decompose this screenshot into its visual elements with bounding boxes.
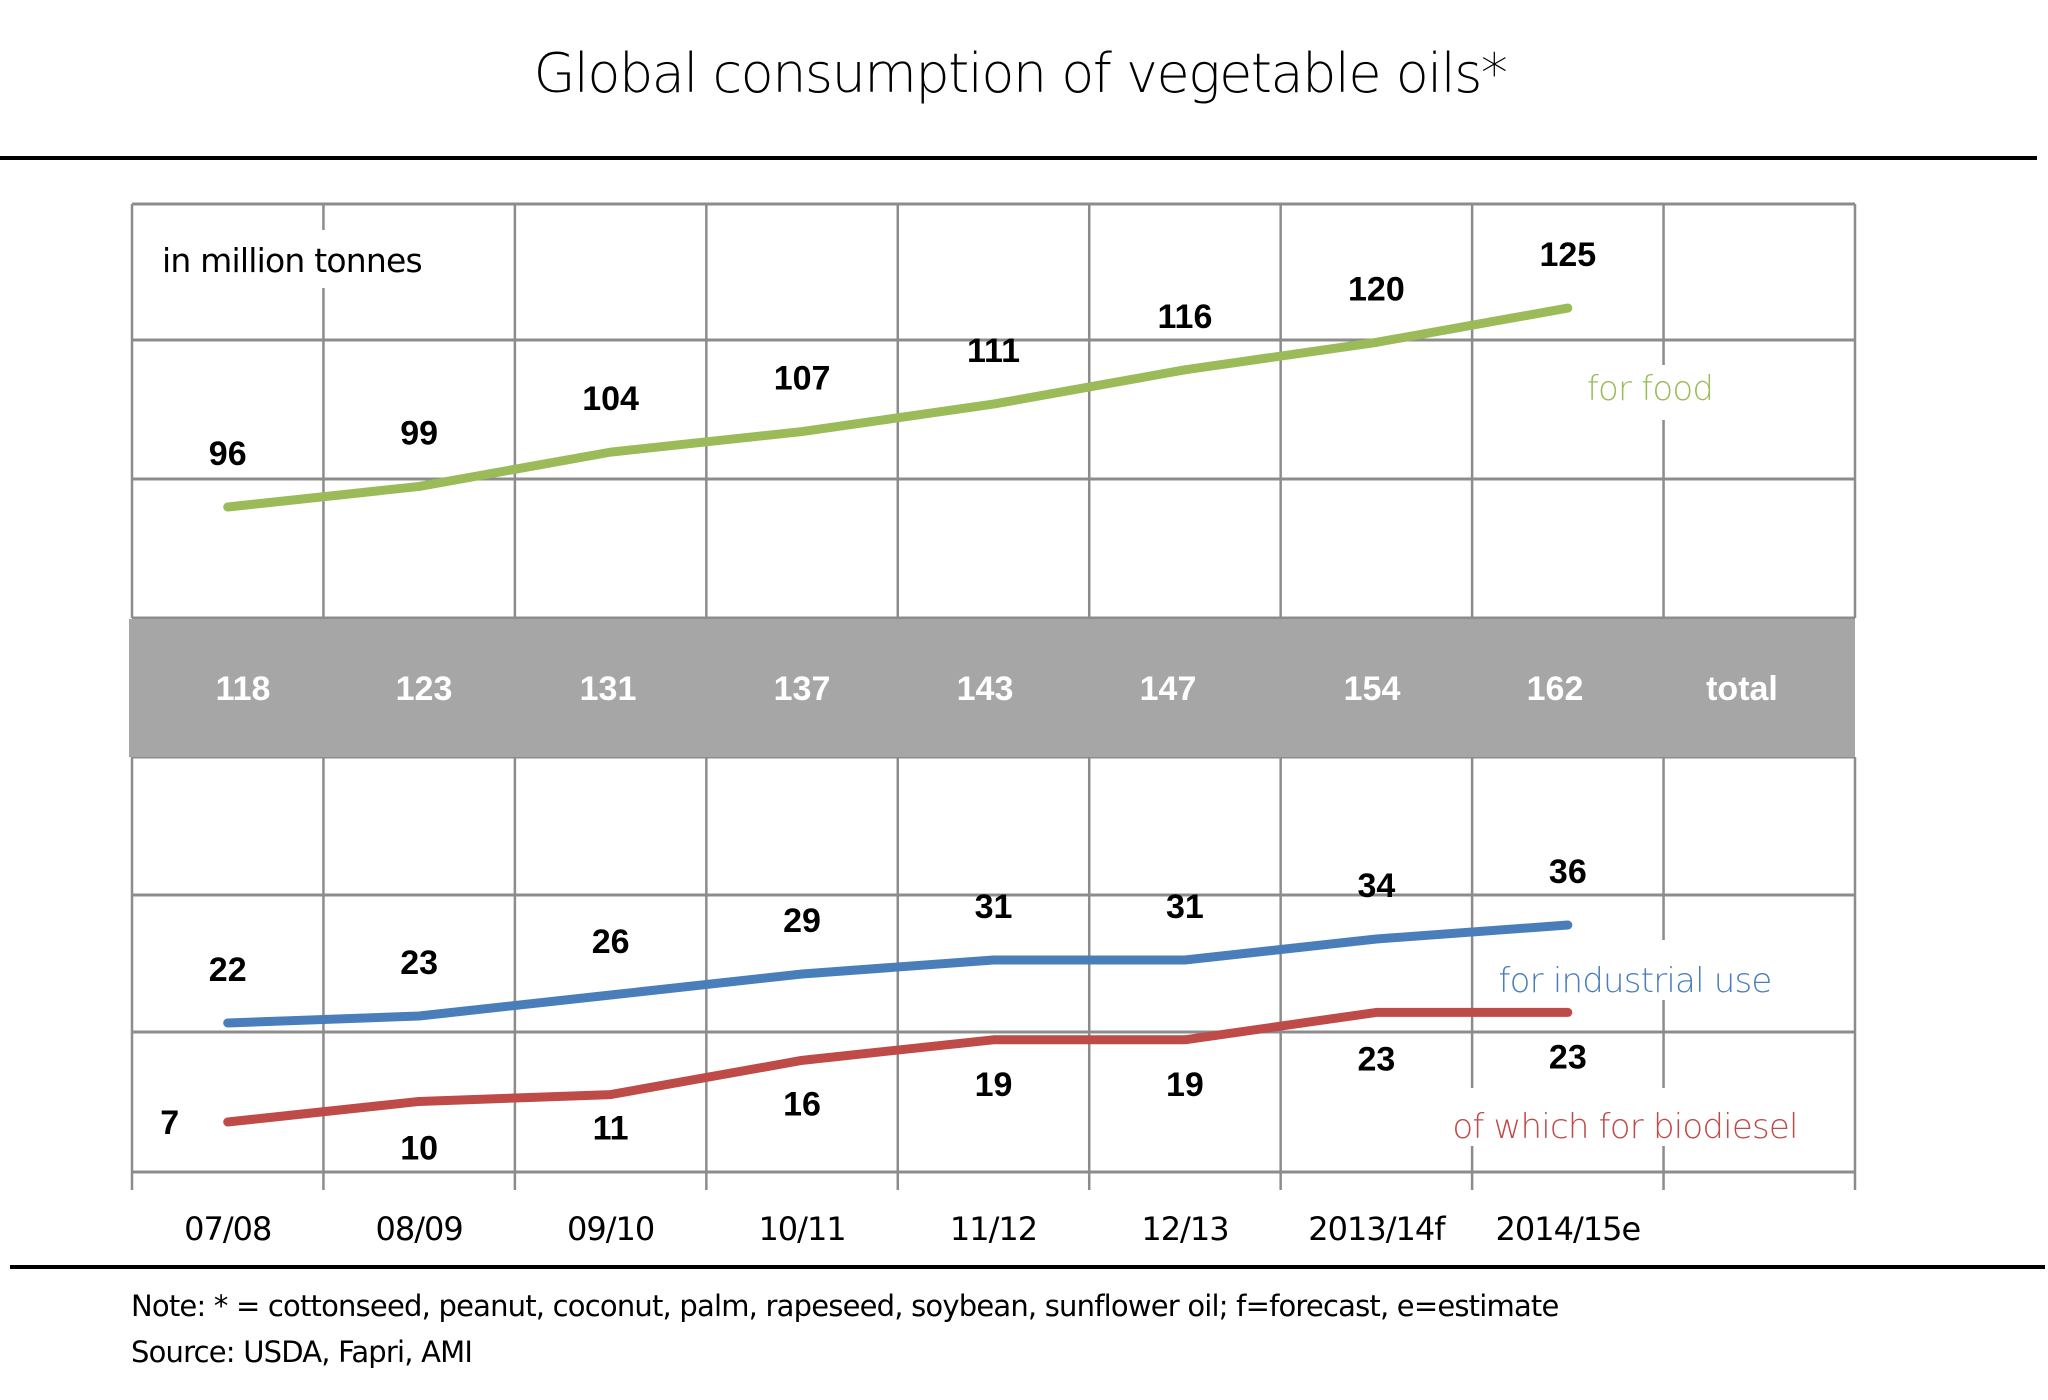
data-label: 99 — [400, 414, 438, 452]
data-labels: 96 99 104 107 111 116 120 125 22 23 26 29 31 31 34 36 7 1… — [160, 236, 1596, 1167]
x-tick-label: 12/13 — [1141, 1210, 1228, 1248]
total-value: 131 — [580, 670, 637, 708]
label-gap — [1640, 940, 1685, 1000]
data-label: 11 — [593, 1110, 629, 1148]
x-tick-label: 11/12 — [950, 1210, 1037, 1248]
x-tick-label: 08/09 — [376, 1210, 463, 1248]
total-value: 162 — [1527, 670, 1584, 708]
data-label: 31 — [1166, 888, 1204, 926]
series-line-1 — [223, 920, 1573, 1028]
data-label: 19 — [975, 1066, 1013, 1104]
top-rule — [0, 156, 2037, 160]
data-label: 10 — [400, 1129, 438, 1167]
label-gap — [305, 230, 345, 288]
data-label: 107 — [774, 360, 831, 398]
label-gap — [1640, 365, 1685, 420]
total-value: 137 — [774, 670, 831, 708]
data-label: 116 — [1158, 298, 1213, 336]
total-value: 118 — [216, 670, 271, 708]
footnote: Note: * = cottonseed, peanut, coconut, p… — [131, 1289, 1559, 1323]
data-label: 120 — [1348, 270, 1405, 308]
data-label: 23 — [1549, 1038, 1587, 1076]
data-label: 31 — [975, 888, 1013, 926]
label-gap — [1440, 1088, 1710, 1146]
data-label: 19 — [1166, 1066, 1204, 1104]
total-value: 147 — [1140, 670, 1197, 708]
chart-title: Global consumption of vegetable oils* — [534, 42, 1507, 105]
series-line-0 — [223, 303, 1573, 512]
source-note: Source: USDA, Fapri, AMI — [131, 1335, 472, 1369]
legend-label: of which for biodiesel — [1452, 1107, 1797, 1147]
series-lines — [223, 303, 1573, 1127]
x-tick-label: 2014/15e — [1496, 1210, 1641, 1248]
x-tick-label: 07/08 — [184, 1210, 271, 1248]
data-label: 36 — [1549, 853, 1587, 891]
grid — [130, 202, 1857, 1190]
x-tick-label: 09/10 — [567, 1210, 654, 1248]
total-label: total — [1706, 670, 1778, 708]
data-label: 104 — [582, 380, 639, 418]
data-label: 125 — [1539, 236, 1596, 274]
x-tick-label: 10/11 — [758, 1210, 845, 1248]
legend-label: for food — [1587, 369, 1713, 409]
data-label: 22 — [209, 951, 247, 989]
legend: for food for industrial use of which for b… — [1452, 369, 1798, 1147]
data-label: 23 — [1357, 1040, 1395, 1078]
totals-row: 118 123 131 137 143 147 154 162 total — [216, 670, 1778, 708]
unit-label: in million tonnes — [162, 241, 422, 280]
bottom-rule — [10, 1265, 2045, 1269]
data-label: 96 — [209, 435, 247, 473]
data-label: 16 — [783, 1085, 821, 1123]
total-band — [129, 619, 1855, 757]
legend-label: for industrial use — [1498, 961, 1771, 1001]
total-value: 143 — [957, 670, 1014, 708]
data-label: 111 — [967, 332, 1020, 370]
data-label: 23 — [400, 944, 438, 982]
data-label: 34 — [1357, 867, 1395, 905]
data-label: 26 — [592, 923, 630, 961]
data-label: 29 — [783, 902, 821, 940]
total-value: 154 — [1344, 670, 1401, 708]
x-tick-label: 2013/14f — [1308, 1210, 1446, 1248]
series-line-2 — [223, 1007, 1573, 1127]
data-label: 7 — [160, 1104, 179, 1142]
x-axis-labels: 07/08 08/09 09/10 10/11 11/12 12/13 2013/14f 20… — [184, 1210, 1641, 1248]
total-value: 123 — [396, 670, 453, 708]
